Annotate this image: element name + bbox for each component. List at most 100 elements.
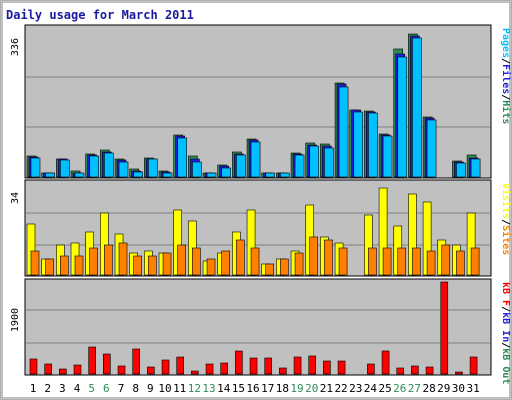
legend-kbytes: kB F/kB In/kB Out [500, 282, 511, 384]
bar-kb-f-day-4 [73, 364, 82, 375]
bar-pages-day-6 [104, 152, 114, 178]
bar-kb-f-day-11 [176, 356, 184, 375]
day-label-13: 13 [202, 382, 215, 395]
day-label-16: 16 [246, 382, 259, 395]
bar-pages-day-14 [221, 167, 232, 178]
bar-kb-f-day-14 [220, 362, 229, 375]
bar-kb-f-day-9 [147, 366, 155, 375]
bar-sites-day-13 [206, 258, 216, 276]
bar-kb-f-day-5 [88, 346, 96, 375]
bar-pages-day-24 [368, 112, 378, 178]
bar-sites-day-20 [309, 236, 319, 276]
bar-pages-day-27 [412, 37, 422, 178]
bar-sites-day-14 [221, 250, 231, 276]
bar-sites-day-16 [250, 247, 260, 276]
legend-item: / [500, 342, 511, 348]
bar-sites-day-29 [441, 244, 451, 276]
day-label-15: 15 [232, 382, 245, 395]
legend-item: kB F [500, 282, 511, 306]
bar-kb-f-day-13 [205, 363, 214, 375]
bar-sites-day-31 [470, 247, 480, 276]
bar-pages-day-26 [397, 56, 408, 178]
bar-pages-day-18 [280, 172, 290, 178]
day-label-29: 29 [437, 382, 450, 395]
day-label-31: 31 [466, 382, 479, 395]
bar-pages-day-13 [206, 172, 217, 178]
bar-pages-day-3 [60, 159, 70, 178]
bar-sites-day-26 [397, 247, 407, 276]
bar-sites-day-19 [294, 252, 304, 276]
bar-sites-day-22 [338, 247, 348, 276]
day-label-6: 6 [103, 382, 110, 395]
bar-kb-f-day-7 [117, 365, 126, 375]
bar-pages-day-1 [30, 157, 41, 178]
bar-kb-f-day-22 [337, 360, 346, 375]
day-label-27: 27 [408, 382, 421, 395]
day-label-25: 25 [378, 382, 391, 395]
bar-kb-f-day-29 [440, 281, 449, 375]
bar-sites-day-17 [265, 263, 275, 276]
bar-pages-day-30 [456, 162, 466, 178]
hits-ymax-label: 336 [10, 38, 21, 56]
bar-pages-day-10 [162, 172, 173, 178]
bar-pages-day-16 [250, 141, 261, 178]
kbytes-ymax-label: 1900 [10, 308, 21, 332]
legend-item: kB In [500, 312, 511, 342]
bar-pages-day-20 [309, 145, 320, 178]
bar-pages-day-25 [382, 135, 393, 178]
bar-sites-day-25 [382, 247, 392, 276]
bar-pages-day-22 [338, 86, 349, 178]
bar-kb-f-day-8 [132, 348, 140, 375]
bar-sites-day-28 [426, 250, 436, 276]
bar-kb-f-day-20 [308, 355, 317, 375]
bar-sites-day-18 [280, 258, 289, 276]
legend-item: Pages [500, 28, 511, 58]
day-label-19: 19 [290, 382, 303, 395]
day-label-5: 5 [88, 382, 95, 395]
bar-kb-f-day-10 [161, 359, 170, 375]
visits-ymax-label: 34 [10, 192, 21, 204]
legend-item: Visits [500, 183, 512, 219]
bar-kb-f-day-17 [264, 357, 273, 375]
bar-kb-f-day-6 [103, 353, 111, 375]
day-label-17: 17 [261, 382, 274, 395]
bar-pages-day-12 [192, 161, 202, 178]
bar-sites-day-9 [148, 255, 157, 276]
bar-series [26, 33, 481, 375]
bar-kb-f-day-27 [411, 365, 419, 375]
bar-pages-day-31 [470, 158, 481, 178]
bar-pages-day-11 [177, 137, 187, 178]
bar-sites-day-7 [118, 242, 128, 276]
bar-sites-day-5 [89, 247, 98, 276]
bar-kb-f-day-18 [279, 367, 287, 375]
legend-item: Files [500, 64, 512, 94]
day-label-1: 1 [30, 382, 37, 395]
bar-sites-day-4 [74, 255, 84, 276]
bar-sites-day-24 [368, 247, 377, 276]
bar-kb-f-day-1 [29, 358, 38, 375]
bar-sites-day-11 [177, 244, 186, 276]
kbytes-panel [24, 278, 492, 376]
day-label-2: 2 [44, 382, 51, 395]
bar-kb-f-day-16 [249, 357, 258, 375]
bar-kb-f-day-30 [455, 371, 463, 375]
bar-pages-day-2 [45, 172, 55, 178]
bar-sites-day-10 [162, 252, 172, 276]
day-label-26: 26 [393, 382, 406, 395]
day-label-10: 10 [158, 382, 171, 395]
bar-pages-day-7 [118, 161, 129, 178]
bar-pages-day-9 [148, 158, 158, 178]
legend-item: / [500, 94, 511, 100]
bar-pages-day-17 [265, 172, 276, 178]
day-label-20: 20 [305, 382, 318, 395]
day-label-28: 28 [422, 382, 435, 395]
bar-kb-f-day-19 [293, 356, 302, 375]
day-label-8: 8 [132, 382, 139, 395]
bar-sites-day-27 [412, 247, 421, 276]
bar-sites-day-1 [30, 250, 40, 276]
bar-pages-day-5 [89, 155, 99, 178]
bar-kb-f-day-3 [59, 368, 67, 375]
